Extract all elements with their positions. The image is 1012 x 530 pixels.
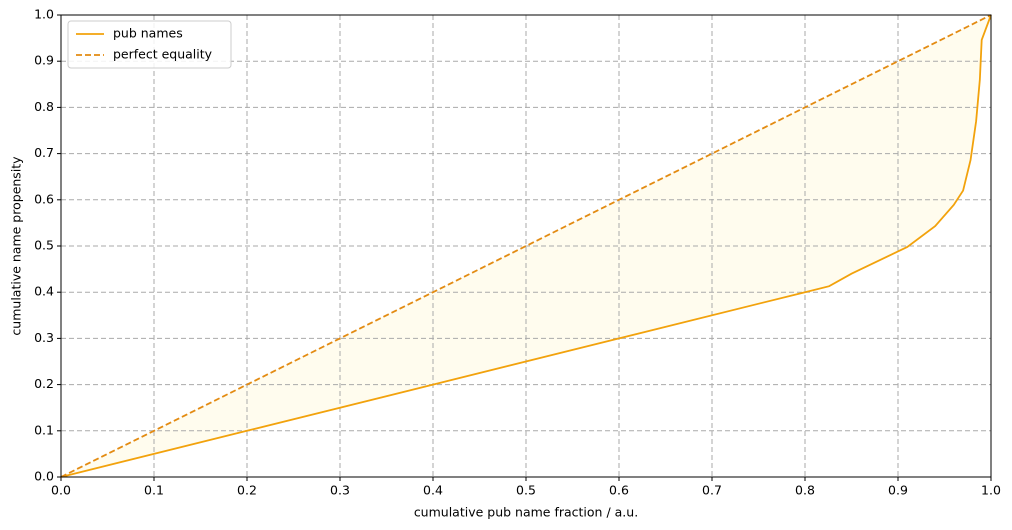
x-tick-label: 0.6 bbox=[609, 483, 629, 498]
x-tick-label: 0.4 bbox=[423, 483, 443, 498]
plot-frame bbox=[60, 14, 992, 478]
x-tick-label: 1.0 bbox=[981, 483, 1001, 498]
y-tick-label: 0.0 bbox=[34, 469, 54, 484]
y-tick-label: 0.3 bbox=[34, 330, 54, 345]
y-tick-label: 0.2 bbox=[34, 376, 54, 391]
y-tick-label: 0.8 bbox=[34, 99, 54, 114]
x-tick-label: 0.2 bbox=[237, 483, 257, 498]
y-tick-label: 0.5 bbox=[34, 238, 54, 253]
legend-label: pub names bbox=[113, 26, 183, 41]
y-tick-label: 0.6 bbox=[34, 191, 54, 206]
x-tick-label: 0.5 bbox=[516, 483, 536, 498]
legend-label: perfect equality bbox=[113, 47, 213, 62]
x-tick-label: 0.0 bbox=[51, 483, 71, 498]
x-tick-label: 0.3 bbox=[330, 483, 350, 498]
x-tick-label: 0.7 bbox=[702, 483, 722, 498]
y-tick-label: 0.1 bbox=[34, 422, 54, 437]
y-tick-label: 0.9 bbox=[34, 53, 54, 68]
x-tick-label: 0.9 bbox=[888, 483, 908, 498]
y-tick-label: 1.0 bbox=[34, 7, 54, 22]
x-tick-label: 0.8 bbox=[795, 483, 815, 498]
legend-box bbox=[67, 20, 232, 69]
series-line bbox=[60, 14, 992, 478]
y-tick-label: 0.7 bbox=[34, 145, 54, 160]
y-tick-label: 0.4 bbox=[34, 284, 54, 299]
y-axis-label: cumulative name propensity bbox=[9, 156, 24, 336]
series-line bbox=[60, 14, 992, 478]
x-axis-label: cumulative pub name fraction / a.u. bbox=[414, 505, 638, 520]
x-tick-label: 0.1 bbox=[144, 483, 164, 498]
